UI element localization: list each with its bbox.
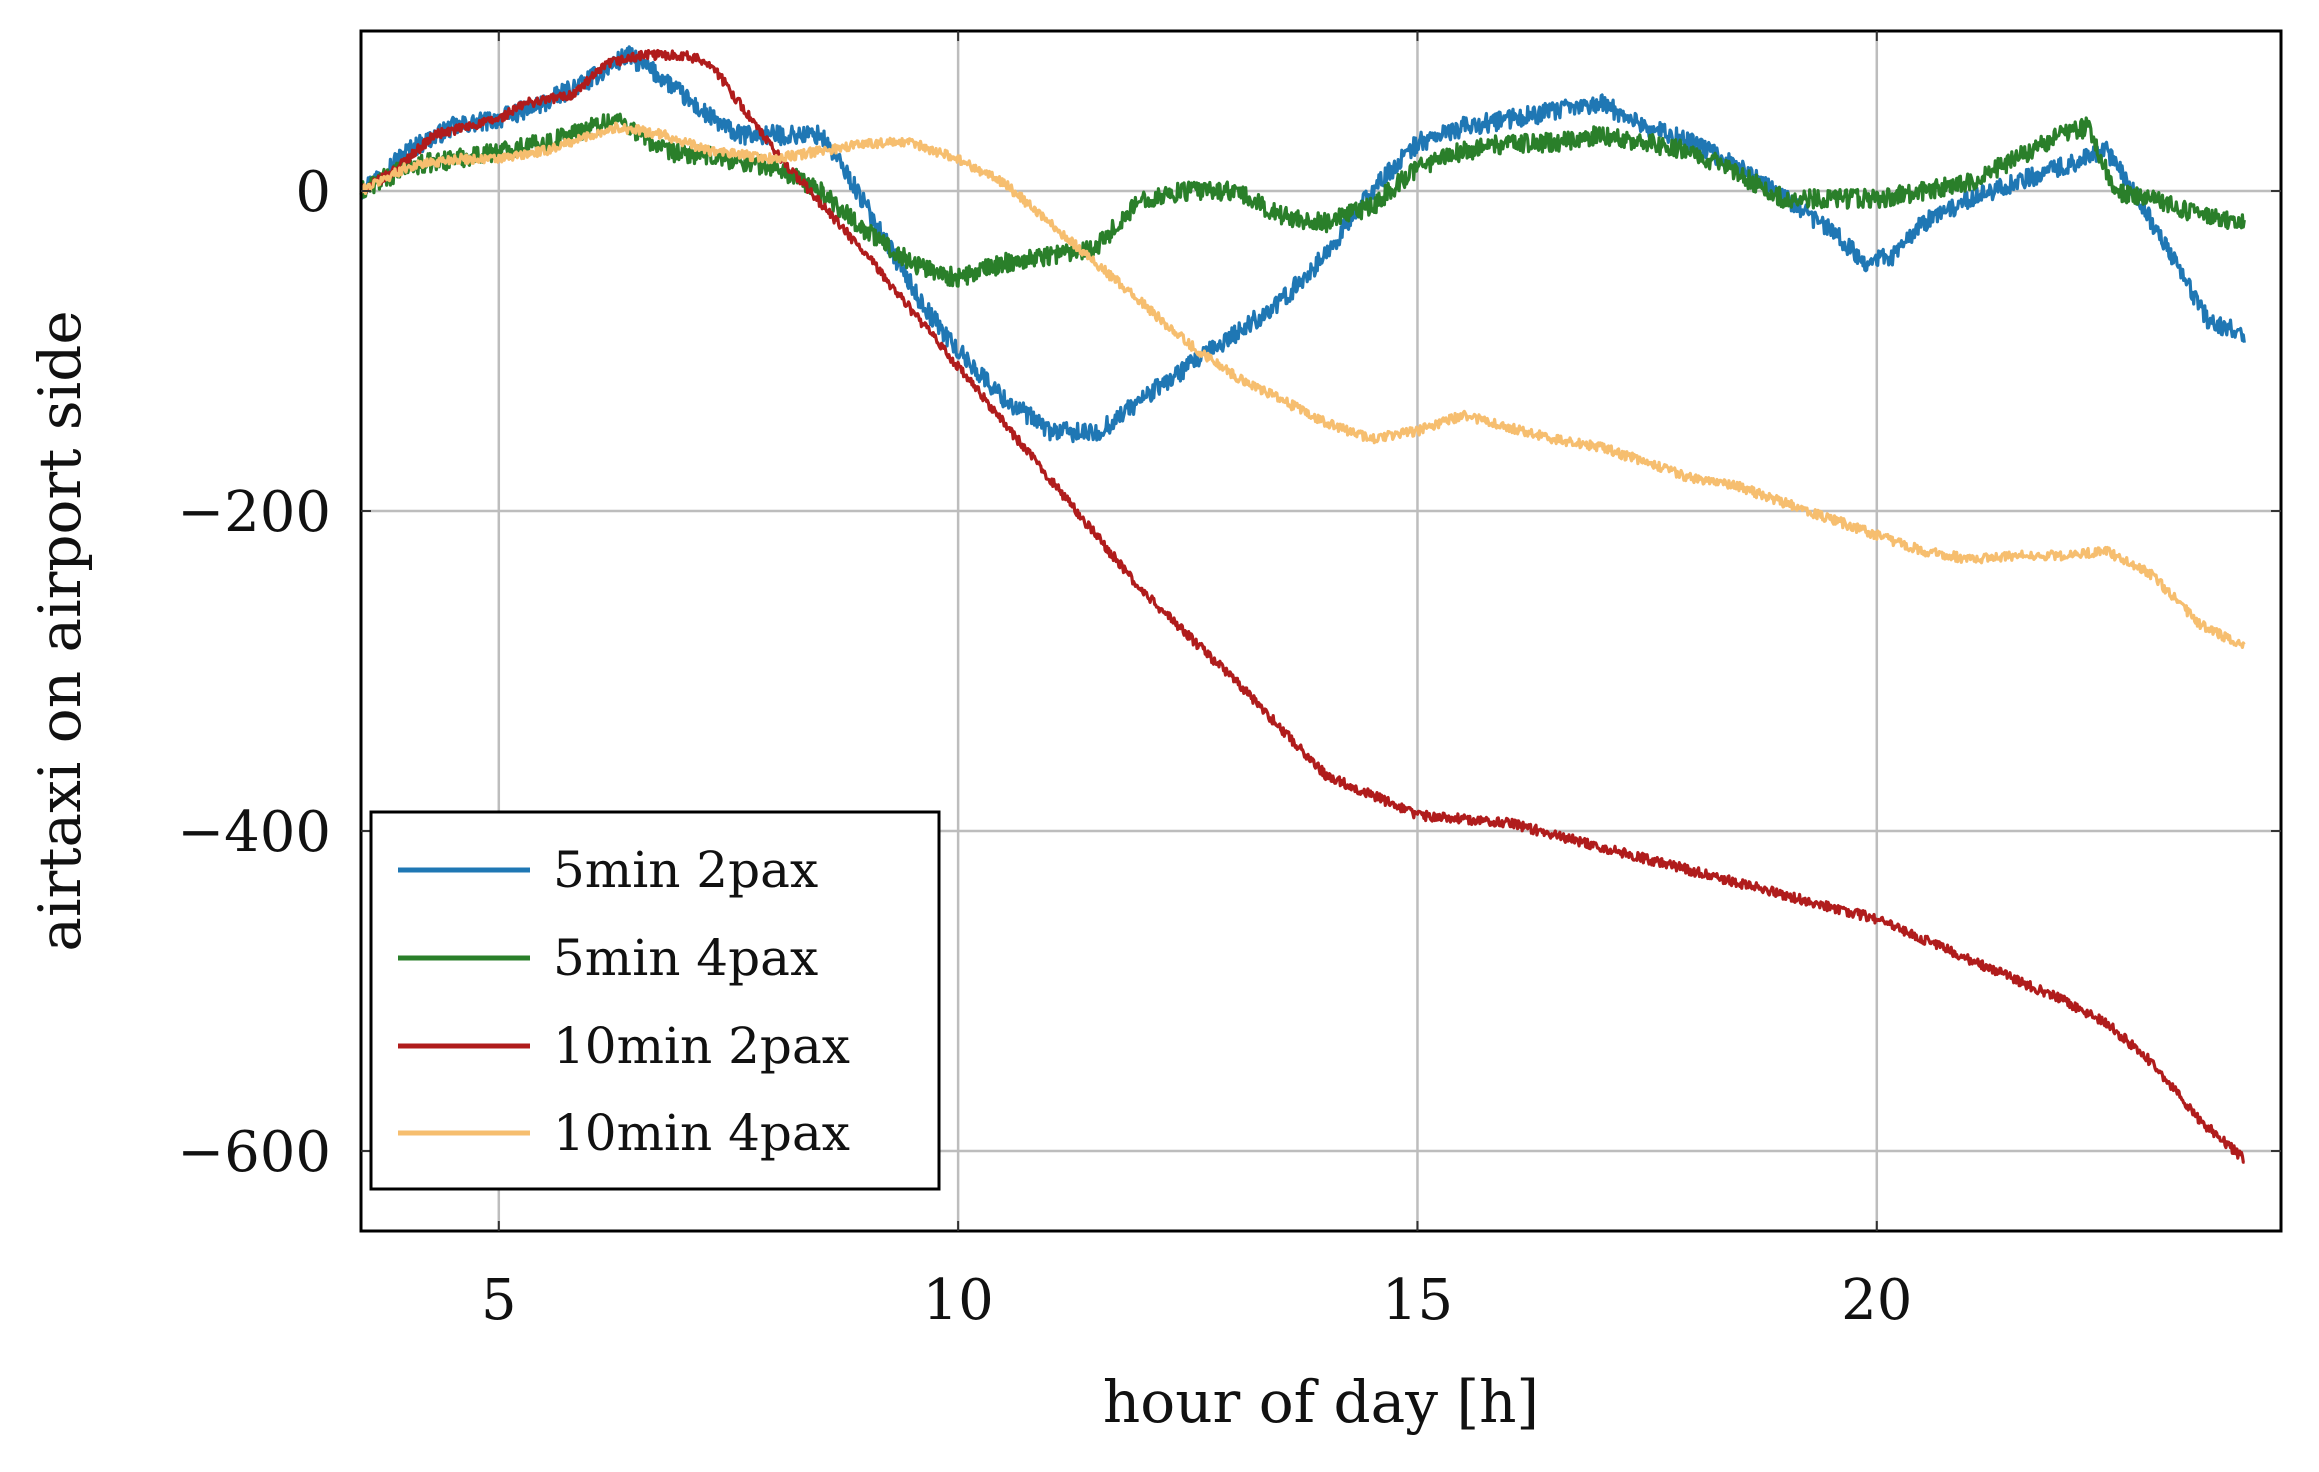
series-line-10min-4pax — [359, 121, 2246, 650]
tick-layer: 5 10 15 20 0 −200 −400 −600 — [177, 31, 2281, 1333]
series-line-10min-2pax — [359, 48, 2246, 1164]
y-axis-label: airtaxi on airport side — [26, 310, 94, 951]
y-tick-label-0: 0 — [295, 160, 331, 225]
series-line-5min-4pax — [359, 112, 2246, 288]
legend-box — [369, 810, 941, 1191]
x-tick-label-5: 5 — [481, 1268, 517, 1333]
legend: 5min 2pax 5min 4pax 10min 2pax 10min 4pa… — [369, 810, 941, 1191]
x-tick-label-20: 20 — [1841, 1268, 1912, 1333]
legend-label-5min-2pax: 5min 2pax — [553, 841, 818, 899]
legend-label-10min-2pax: 10min 2pax — [553, 1017, 850, 1075]
y-tick-label--200: −200 — [177, 480, 331, 545]
legend-label-5min-4pax: 5min 4pax — [553, 929, 818, 987]
y-tick-label--400: −400 — [177, 800, 331, 865]
legend-label-10min-4pax: 10min 4pax — [553, 1104, 850, 1162]
x-tick-label-15: 15 — [1382, 1268, 1453, 1333]
y-tick-label--600: −600 — [177, 1120, 331, 1185]
plot-frame — [359, 29, 2283, 1233]
x-tick-label-10: 10 — [922, 1268, 993, 1333]
series-layer — [359, 45, 2246, 1164]
series-line-5min-2pax — [359, 45, 2246, 444]
x-axis-label: hour of day [h] — [1103, 1368, 1539, 1436]
